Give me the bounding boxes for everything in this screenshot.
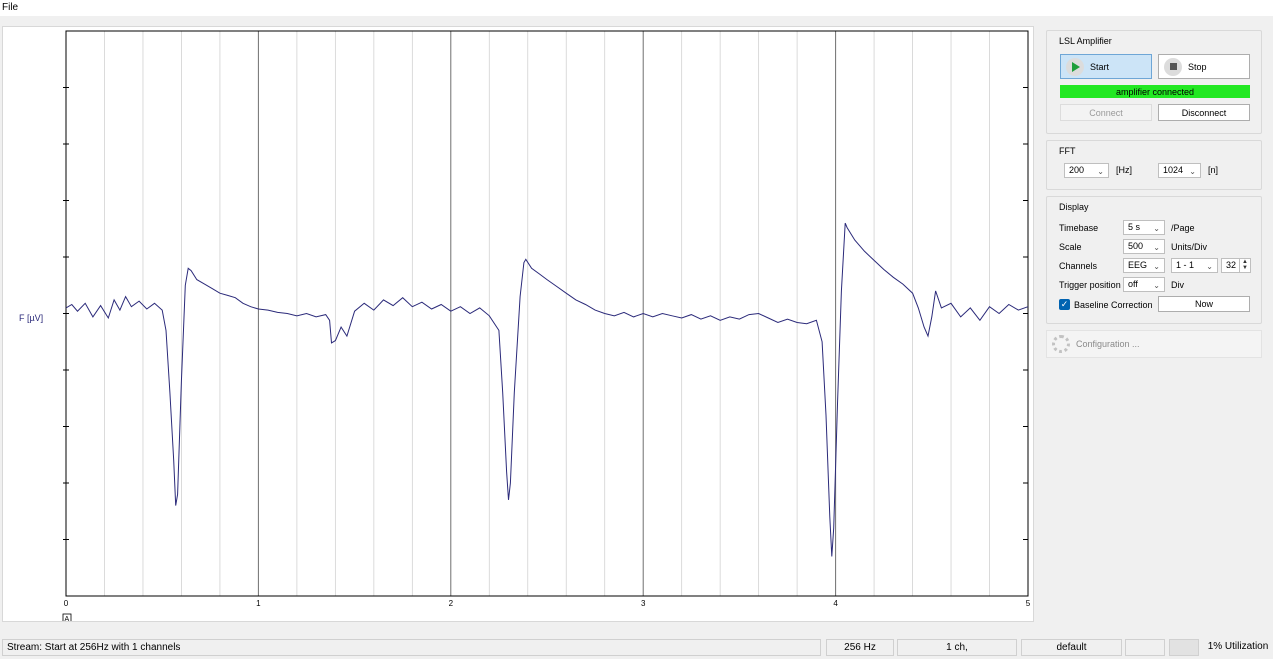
amplifier-status: amplifier connected [1060, 85, 1250, 98]
status-field-2 [1169, 639, 1199, 656]
display-title: Display [1059, 202, 1089, 212]
chevron-down-icon: ⌄ [1153, 262, 1160, 271]
display-group: Display Timebase 5 s ⌄ /Page Scale 500 ⌄ U… [1046, 196, 1262, 324]
chevron-down-icon: ⌄ [1153, 281, 1160, 290]
marker-a-box[interactable] [62, 613, 72, 621]
start-button[interactable]: Start [1060, 54, 1152, 79]
gear-icon [1052, 335, 1070, 353]
menu-bar: File [0, 0, 1273, 16]
chevron-down-icon: ⌄ [1153, 224, 1160, 233]
eeg-trace [65, 222, 1029, 557]
x-tick-labels: 0 1 2 3 4 5 [64, 599, 1031, 608]
configuration-button[interactable]: Configuration ... [1046, 330, 1262, 358]
channel-type-value: EEG [1128, 260, 1148, 270]
plot-frame [65, 30, 1029, 597]
status-profile: default [1021, 639, 1122, 656]
baseline-correction-label: Baseline Correction [1074, 300, 1153, 310]
scale-value: 500 [1128, 241, 1144, 251]
status-bar: Stream: Start at 256Hz with 1 channels 2… [0, 637, 1273, 659]
disconnect-button[interactable]: Disconnect [1158, 104, 1250, 121]
x-tick-label: 1 [256, 599, 261, 608]
x-tick-label: 2 [449, 599, 454, 608]
trigger-position-select[interactable]: off ⌄ [1123, 277, 1165, 292]
scale-select[interactable]: 500 ⌄ [1123, 239, 1165, 254]
fft-size-value: 1024 [1163, 165, 1184, 175]
marker-a-label: A [65, 616, 70, 621]
chevron-down-icon: ⌄ [1153, 243, 1160, 252]
fft-group: FFT 200 ⌄ [Hz] 1024 ⌄ [n] [1046, 140, 1262, 190]
eeg-plot[interactable]: F [µV] 0 1 2 3 4 5 A [3, 27, 1033, 621]
channel-type-select[interactable]: EEG ⌄ [1123, 258, 1165, 273]
stop-button[interactable]: Stop [1158, 54, 1250, 79]
start-label: Start [1090, 61, 1110, 72]
channels-label: Channels [1059, 261, 1098, 271]
scale-unit: Units/Div [1171, 242, 1208, 252]
menu-file[interactable]: File [2, 2, 19, 13]
x-tick-label: 0 [64, 599, 69, 608]
play-icon [1066, 57, 1084, 76]
stop-icon [1164, 57, 1182, 76]
fft-frequency-value: 200 [1069, 165, 1085, 175]
timebase-select[interactable]: 5 s ⌄ [1123, 220, 1165, 235]
x-tick-label: 3 [641, 599, 646, 608]
channel-count-spinbox[interactable]: 32 ▲ ▼ [1221, 258, 1251, 273]
fft-size-unit: [n] [1208, 165, 1219, 175]
status-message: Stream: Start at 256Hz with 1 channels [2, 639, 821, 656]
lsl-amplifier-title: LSL Amplifier [1059, 36, 1112, 46]
scale-label: Scale [1059, 242, 1082, 252]
channel-range-select[interactable]: 1 - 1 ⌄ [1171, 258, 1218, 273]
stop-label: Stop [1188, 61, 1207, 72]
fft-title: FFT [1059, 146, 1076, 156]
x-tick-label: 4 [833, 599, 838, 608]
status-utilization: 1% Utilization [1203, 639, 1273, 656]
status-sample-rate: 256 Hz [826, 639, 894, 656]
channel-range-value: 1 - 1 [1176, 260, 1195, 270]
x-tick-label: 5 [1026, 599, 1031, 608]
chevron-down-icon: ⌄ [1206, 262, 1213, 271]
trigger-position-label: Trigger position [1059, 280, 1121, 290]
connect-button[interactable]: Connect [1060, 104, 1152, 121]
y-axis-label: F [µV] [19, 313, 43, 323]
baseline-correction-checkbox[interactable]: ✓ [1059, 299, 1070, 310]
channel-count-value: 32 [1226, 260, 1237, 270]
lsl-amplifier-group: LSL Amplifier Start Stop amplifier conne… [1046, 30, 1262, 134]
y-ticks [63, 87, 1028, 540]
chevron-down-icon: ⌄ [1189, 167, 1196, 176]
spin-arrows-icon[interactable]: ▲ ▼ [1239, 259, 1250, 272]
fft-frequency-select[interactable]: 200 ⌄ [1064, 163, 1109, 178]
now-button[interactable]: Now [1158, 296, 1250, 312]
timebase-unit: /Page [1171, 223, 1195, 233]
fft-frequency-unit: [Hz] [1116, 165, 1133, 175]
trigger-position-unit: Div [1171, 280, 1184, 290]
configuration-label: Configuration ... [1076, 339, 1140, 349]
trigger-position-value: off [1128, 279, 1138, 289]
eeg-plot-panel: F [µV] 0 1 2 3 4 5 A [2, 26, 1034, 622]
plot-grid [104, 31, 990, 596]
fft-size-select[interactable]: 1024 ⌄ [1158, 163, 1201, 178]
status-field-1 [1125, 639, 1165, 656]
chevron-down-icon: ⌄ [1097, 167, 1104, 176]
status-channels: 1 ch, [897, 639, 1017, 656]
timebase-value: 5 s [1128, 222, 1141, 232]
timebase-label: Timebase [1059, 223, 1099, 233]
